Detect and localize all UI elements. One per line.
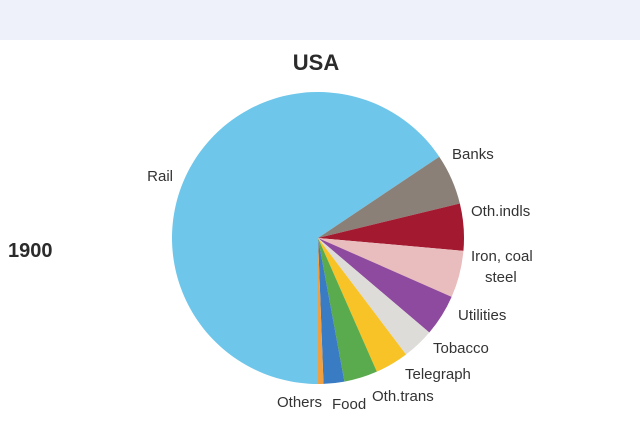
slice-label-oth-trans: Oth.trans <box>372 388 434 405</box>
slice-label-tobacco: Tobacco <box>433 340 489 357</box>
pie-slice-oth-trans <box>318 238 377 382</box>
slice-label-food: Food <box>332 396 366 413</box>
year-label: 1900 <box>8 240 53 262</box>
slice-label-oth-indls: Oth.indls <box>471 203 530 220</box>
slice-label-banks: Banks <box>452 146 494 163</box>
slice-label-iron-coal-steel: Iron, coal steel <box>471 248 533 286</box>
pie-slice-banks <box>318 156 460 238</box>
pie-slice-oth-indls <box>318 203 465 251</box>
pie-slice-utilities <box>318 238 452 333</box>
slice-label-utilities: Utilities <box>458 307 506 324</box>
pie-slice-tobacco <box>318 238 430 355</box>
slice-label-rail: Rail <box>147 168 173 185</box>
header-band <box>0 0 640 40</box>
pie-slice-rail <box>172 91 440 384</box>
pie-slice-food <box>318 238 345 384</box>
pie-slice-others <box>318 238 324 385</box>
pie-slice-telegraph <box>318 238 407 372</box>
chart-title: USA <box>292 50 340 75</box>
slice-label-others: Others <box>277 394 322 411</box>
pie-slice-iron-coal-steel <box>318 238 464 297</box>
slice-label-telegraph: Telegraph <box>405 366 471 383</box>
